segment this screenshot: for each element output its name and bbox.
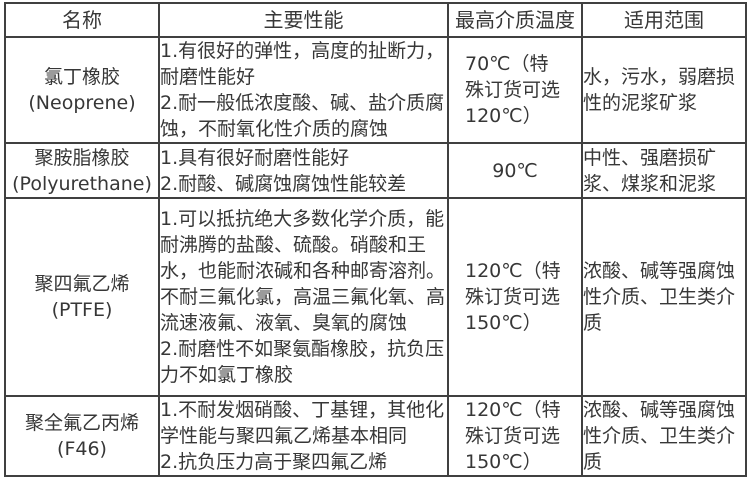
application-cell: 浓酸、碱等强腐蚀性介质、卫生类介质 bbox=[581, 395, 747, 477]
material-name-cn: 聚胺脂橡胶 bbox=[34, 146, 130, 169]
table-row: 聚全氟乙丙烯 (F46) 1.不耐发烟硝酸、丁基锂，其他化学性能与聚四氟乙烯基本… bbox=[4, 395, 747, 477]
max-temp-cell: 90℃ bbox=[447, 142, 583, 199]
application-cell: 水，污水，弱磨损性的泥浆矿浆 bbox=[581, 36, 747, 144]
max-temp-value: 90℃ bbox=[492, 159, 538, 182]
application-cell: 浓酸、碱等强腐蚀性介质、卫生类介质 bbox=[581, 197, 747, 397]
material-spec-table: 名称 主要性能 最高介质温度 适用范围 氯丁橡胶 (Neoprene) 1.有很… bbox=[4, 2, 747, 477]
material-name-cn: 聚全氟乙丙烯 bbox=[24, 412, 139, 434]
performance-item: 1.有很好的弹性，高度的扯断力，耐磨性能好 bbox=[160, 40, 445, 88]
max-temp-cell: 120℃（特殊订货可选150℃） bbox=[447, 197, 583, 397]
max-temp-cell: 120℃（特殊订货可选150℃） bbox=[447, 395, 583, 477]
performance-item: 2.耐一般低浓度酸、碱、盐介质腐蚀，不耐氧化性介质的腐蚀 bbox=[160, 92, 445, 140]
header-row: 名称 主要性能 最高介质温度 适用范围 bbox=[4, 2, 747, 38]
header-max-temp: 最高介质温度 bbox=[447, 2, 583, 38]
performance-cell: 1.不耐发烟硝酸、丁基锂，其他化学性能与聚四氟乙烯基本相同 2.抗负压力高于聚四… bbox=[158, 395, 449, 477]
max-temp-value: 70℃（特殊订货可选120℃） bbox=[465, 53, 561, 127]
material-name-en: (Neoprene) bbox=[28, 92, 136, 114]
material-name-cn: 聚四氟乙烯 bbox=[34, 273, 130, 295]
max-temp-value: 120℃（特殊订货可选150℃） bbox=[465, 399, 561, 473]
performance-item: 1.不耐发烟硝酸、丁基锂，其他化学性能与聚四氟乙烯基本相同 bbox=[160, 399, 445, 447]
performance-item: 1.可以抵抗绝大多数化学介质，能耐沸腾的盐酸、硫酸。硝酸和王水，也能耐浓碱和各种… bbox=[160, 208, 446, 334]
performance-item: 2.抗负压力高于聚四氟乙烯 bbox=[160, 451, 388, 473]
max-temp-value: 120℃（特殊订货可选150℃） bbox=[465, 260, 561, 334]
performance-item: 2.耐磨性不如聚氨酯橡胶，抗负压力不如氯丁橡胶 bbox=[160, 338, 445, 386]
header-performance: 主要性能 bbox=[158, 2, 449, 38]
material-name-cell: 氯丁橡胶 (Neoprene) bbox=[4, 36, 160, 144]
material-name-en: (F46) bbox=[57, 438, 107, 460]
header-name: 名称 bbox=[4, 2, 160, 38]
material-name-cell: 聚四氟乙烯 (PTFE) bbox=[4, 197, 160, 397]
application-cell: 中性、强磨损矿浆、煤浆和泥浆 bbox=[581, 142, 747, 199]
table-row: 氯丁橡胶 (Neoprene) 1.有很好的弹性，高度的扯断力，耐磨性能好 2.… bbox=[4, 36, 747, 144]
performance-item: 1.具有很好耐磨性能好 bbox=[160, 146, 350, 169]
performance-item: 2.耐酸、碱腐蚀腐蚀性能较差 bbox=[160, 172, 407, 195]
table-row: 聚胺脂橡胶 (Polyurethane) 1.具有很好耐磨性能好 2.耐酸、碱腐… bbox=[4, 142, 747, 199]
max-temp-cell: 70℃（特殊订货可选120℃） bbox=[447, 36, 583, 144]
material-name-cell: 聚胺脂橡胶 (Polyurethane) bbox=[4, 142, 160, 199]
performance-cell: 1.可以抵抗绝大多数化学介质，能耐沸腾的盐酸、硫酸。硝酸和王水，也能耐浓碱和各种… bbox=[158, 197, 449, 397]
material-name-en: (PTFE) bbox=[51, 299, 113, 321]
performance-cell: 1.有很好的弹性，高度的扯断力，耐磨性能好 2.耐一般低浓度酸、碱、盐介质腐蚀，… bbox=[158, 36, 449, 144]
material-name-cell: 聚全氟乙丙烯 (F46) bbox=[4, 395, 160, 477]
header-application: 适用范围 bbox=[581, 2, 747, 38]
material-name-cn: 氯丁橡胶 bbox=[43, 66, 120, 88]
table-row: 聚四氟乙烯 (PTFE) 1.可以抵抗绝大多数化学介质，能耐沸腾的盐酸、硫酸。硝… bbox=[4, 197, 747, 397]
performance-cell: 1.具有很好耐磨性能好 2.耐酸、碱腐蚀腐蚀性能较差 bbox=[158, 142, 449, 199]
material-name-en: (Polyurethane) bbox=[12, 172, 152, 195]
